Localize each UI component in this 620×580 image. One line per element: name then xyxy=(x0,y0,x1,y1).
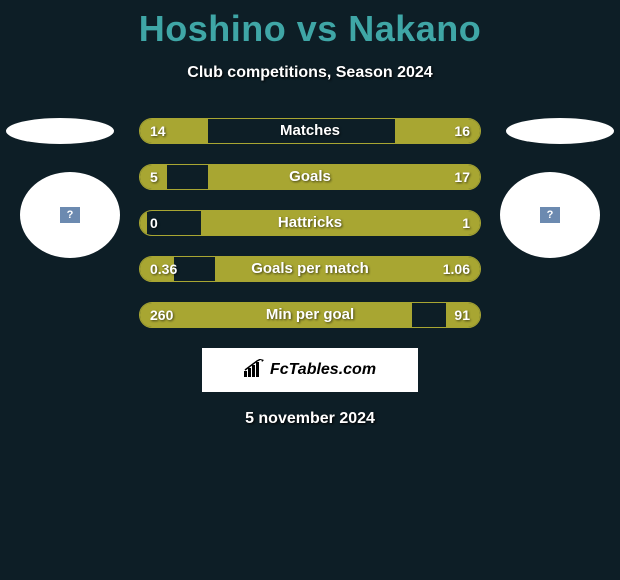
player-left-badge: ? xyxy=(20,172,120,258)
player-left-ellipse xyxy=(6,118,114,144)
fctables-logo: FcTables.com xyxy=(202,348,418,392)
stat-row: 1416Matches xyxy=(139,118,481,144)
player-right-badge: ? xyxy=(500,172,600,258)
stat-label: Matches xyxy=(140,119,480,143)
comparison-content: ? ? 1416Matches 517Goals 01Hattricks 0.361.… xyxy=(0,118,620,428)
placeholder-icon: ? xyxy=(60,207,80,223)
subtitle: Club competitions, Season 2024 xyxy=(0,64,620,82)
date-text: 5 november 2024 xyxy=(0,410,620,428)
stat-label: Min per goal xyxy=(140,303,480,327)
stat-row: 0.361.06Goals per match xyxy=(139,256,481,282)
stat-row: 517Goals xyxy=(139,164,481,190)
page-title: Hoshino vs Nakano xyxy=(0,0,620,50)
stat-row: 26091Min per goal xyxy=(139,302,481,328)
player-right-ellipse xyxy=(506,118,614,144)
placeholder-icon: ? xyxy=(540,207,560,223)
stat-label: Goals per match xyxy=(140,257,480,281)
logo-text: FcTables.com xyxy=(270,361,376,379)
stat-label: Hattricks xyxy=(140,211,480,235)
stat-bars: 1416Matches 517Goals 01Hattricks 0.361.06Go… xyxy=(139,118,481,328)
chart-bars-icon xyxy=(244,359,266,382)
stat-label: Goals xyxy=(140,165,480,189)
stat-row: 01Hattricks xyxy=(139,210,481,236)
